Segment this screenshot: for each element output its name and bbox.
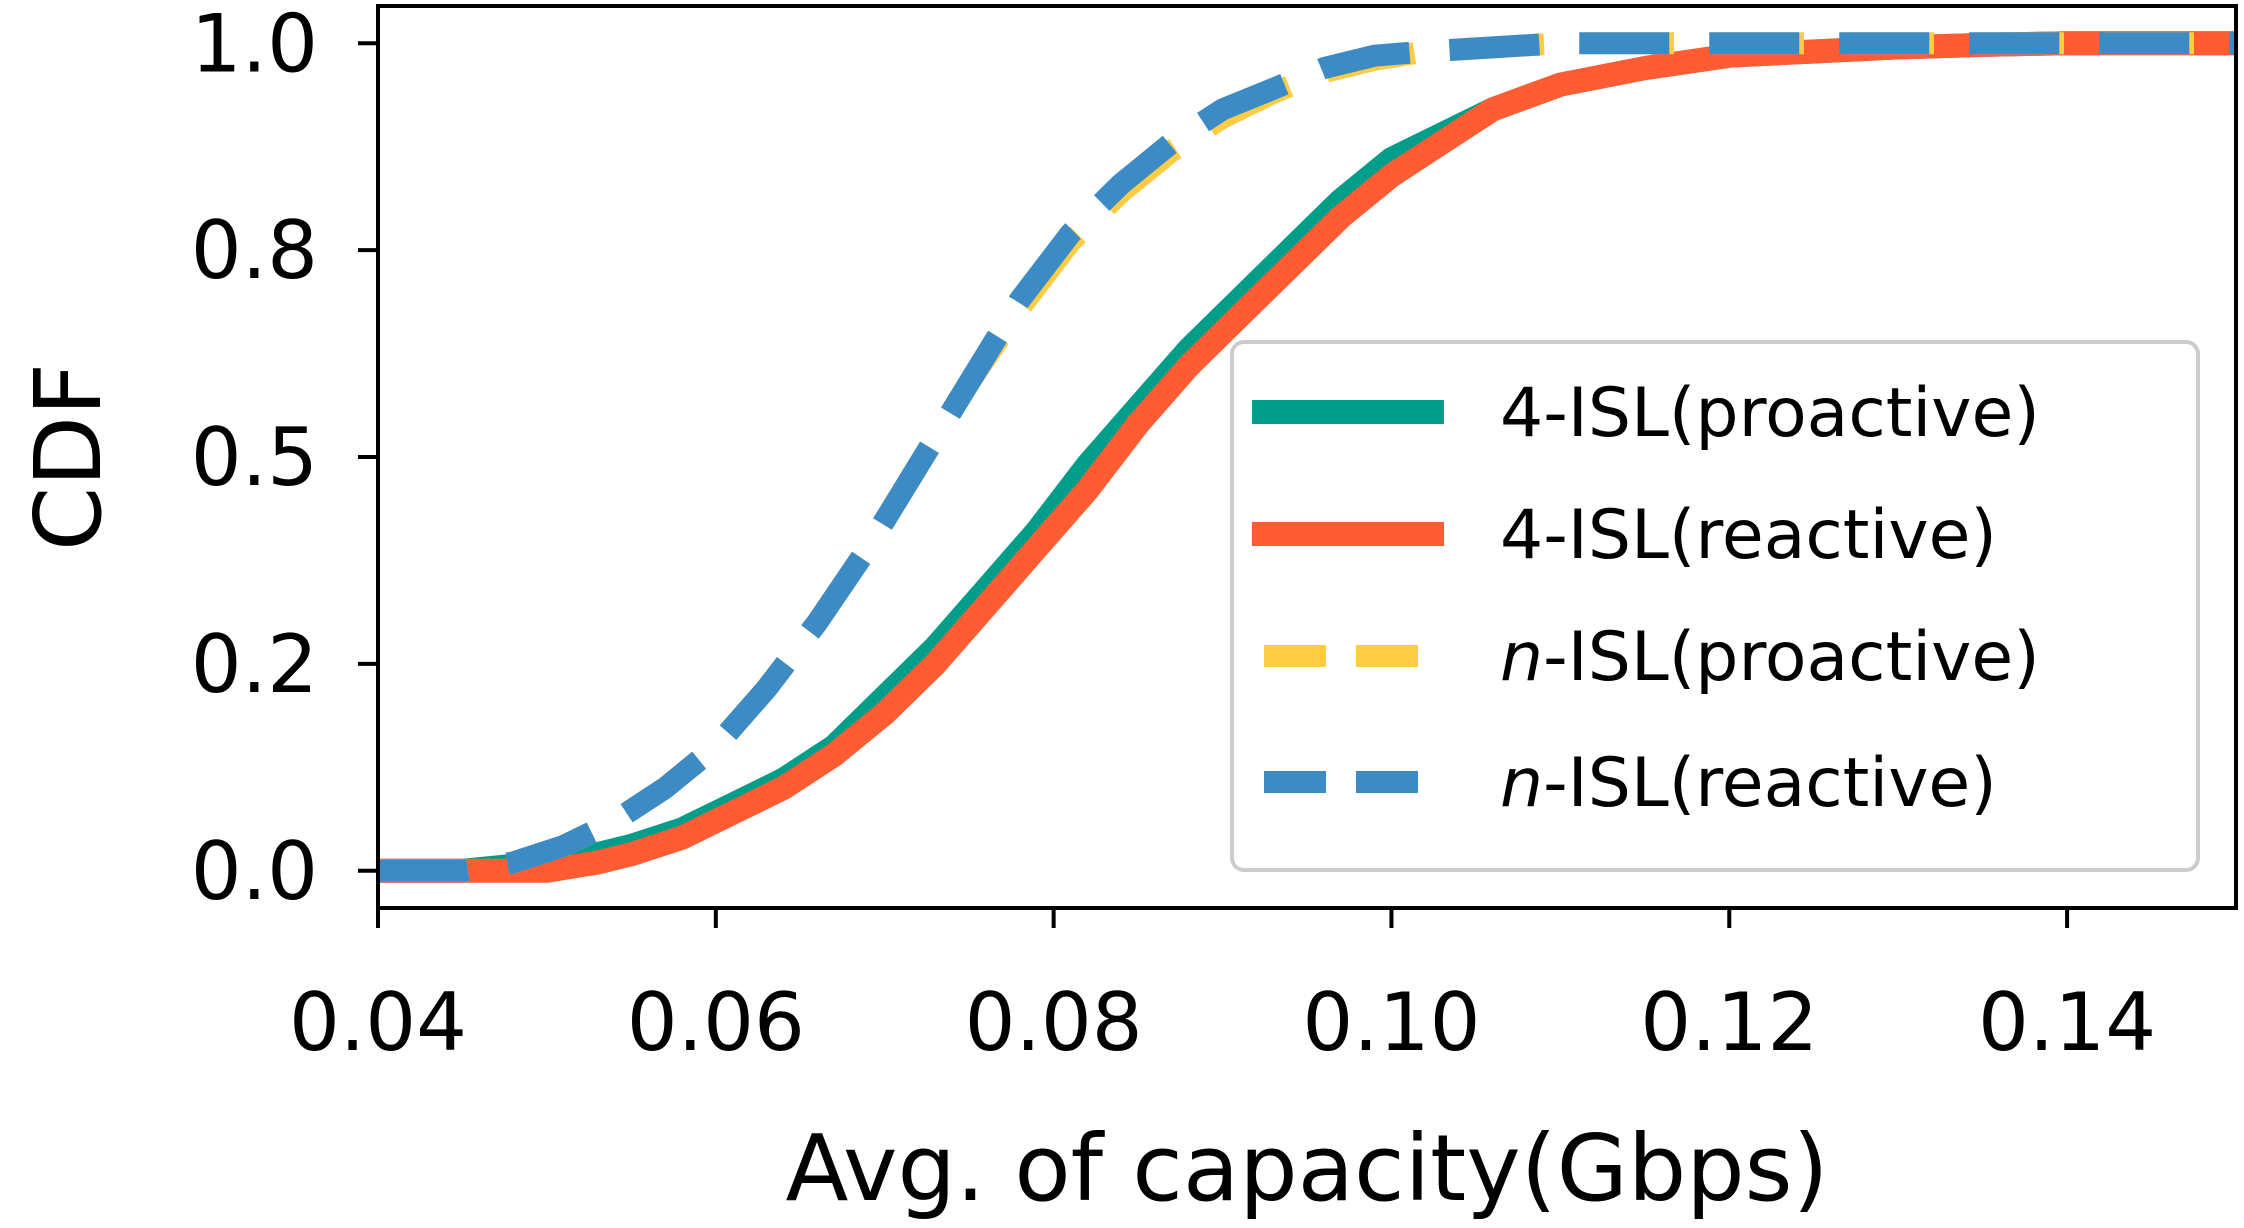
x-axis-title: Avg. of capacity(Gbps)	[786, 1115, 1829, 1222]
x-tick-label: 0.12	[1640, 976, 1818, 1069]
y-tick-label: 0.0	[191, 825, 318, 918]
x-tick-label: 0.06	[627, 976, 805, 1069]
y-tick-label: 1.0	[191, 0, 318, 90]
series-line-1	[378, 31, 2236, 883]
legend-label: 4-ISL(reactive)	[1500, 496, 1997, 575]
y-tick-label: 0.2	[191, 618, 318, 711]
y-tick-label: 0.5	[191, 411, 318, 504]
series-line-3	[378, 32, 2236, 882]
x-tick-label: 0.04	[289, 976, 467, 1069]
x-tick-label: 0.14	[1978, 976, 2156, 1069]
legend: 4-ISL(proactive) 4-ISL(reactive) n-ISL(pro…	[1230, 340, 2200, 872]
legend-box	[1230, 340, 2200, 872]
series-layer	[378, 31, 2236, 883]
y-tick-label: 0.8	[191, 204, 318, 297]
legend-label: n-ISL(proactive)	[1500, 618, 2040, 697]
legend-label: 4-ISL(proactive)	[1500, 374, 2040, 453]
legend-items: 4-ISL(proactive) 4-ISL(reactive) n-ISL(pro…	[1252, 374, 2040, 823]
legend-label: n-ISL(reactive)	[1500, 744, 1997, 823]
x-tick-label: 0.10	[1302, 976, 1480, 1069]
x-tick-label: 0.08	[965, 976, 1143, 1069]
y-axis-title: CDF	[15, 363, 122, 551]
y-axis-ticks: 0.0 0.2 0.5 0.8 1.0	[191, 0, 378, 918]
x-axis-ticks: 0.04 0.06 0.08 0.10 0.12 0.14	[289, 908, 2156, 1069]
